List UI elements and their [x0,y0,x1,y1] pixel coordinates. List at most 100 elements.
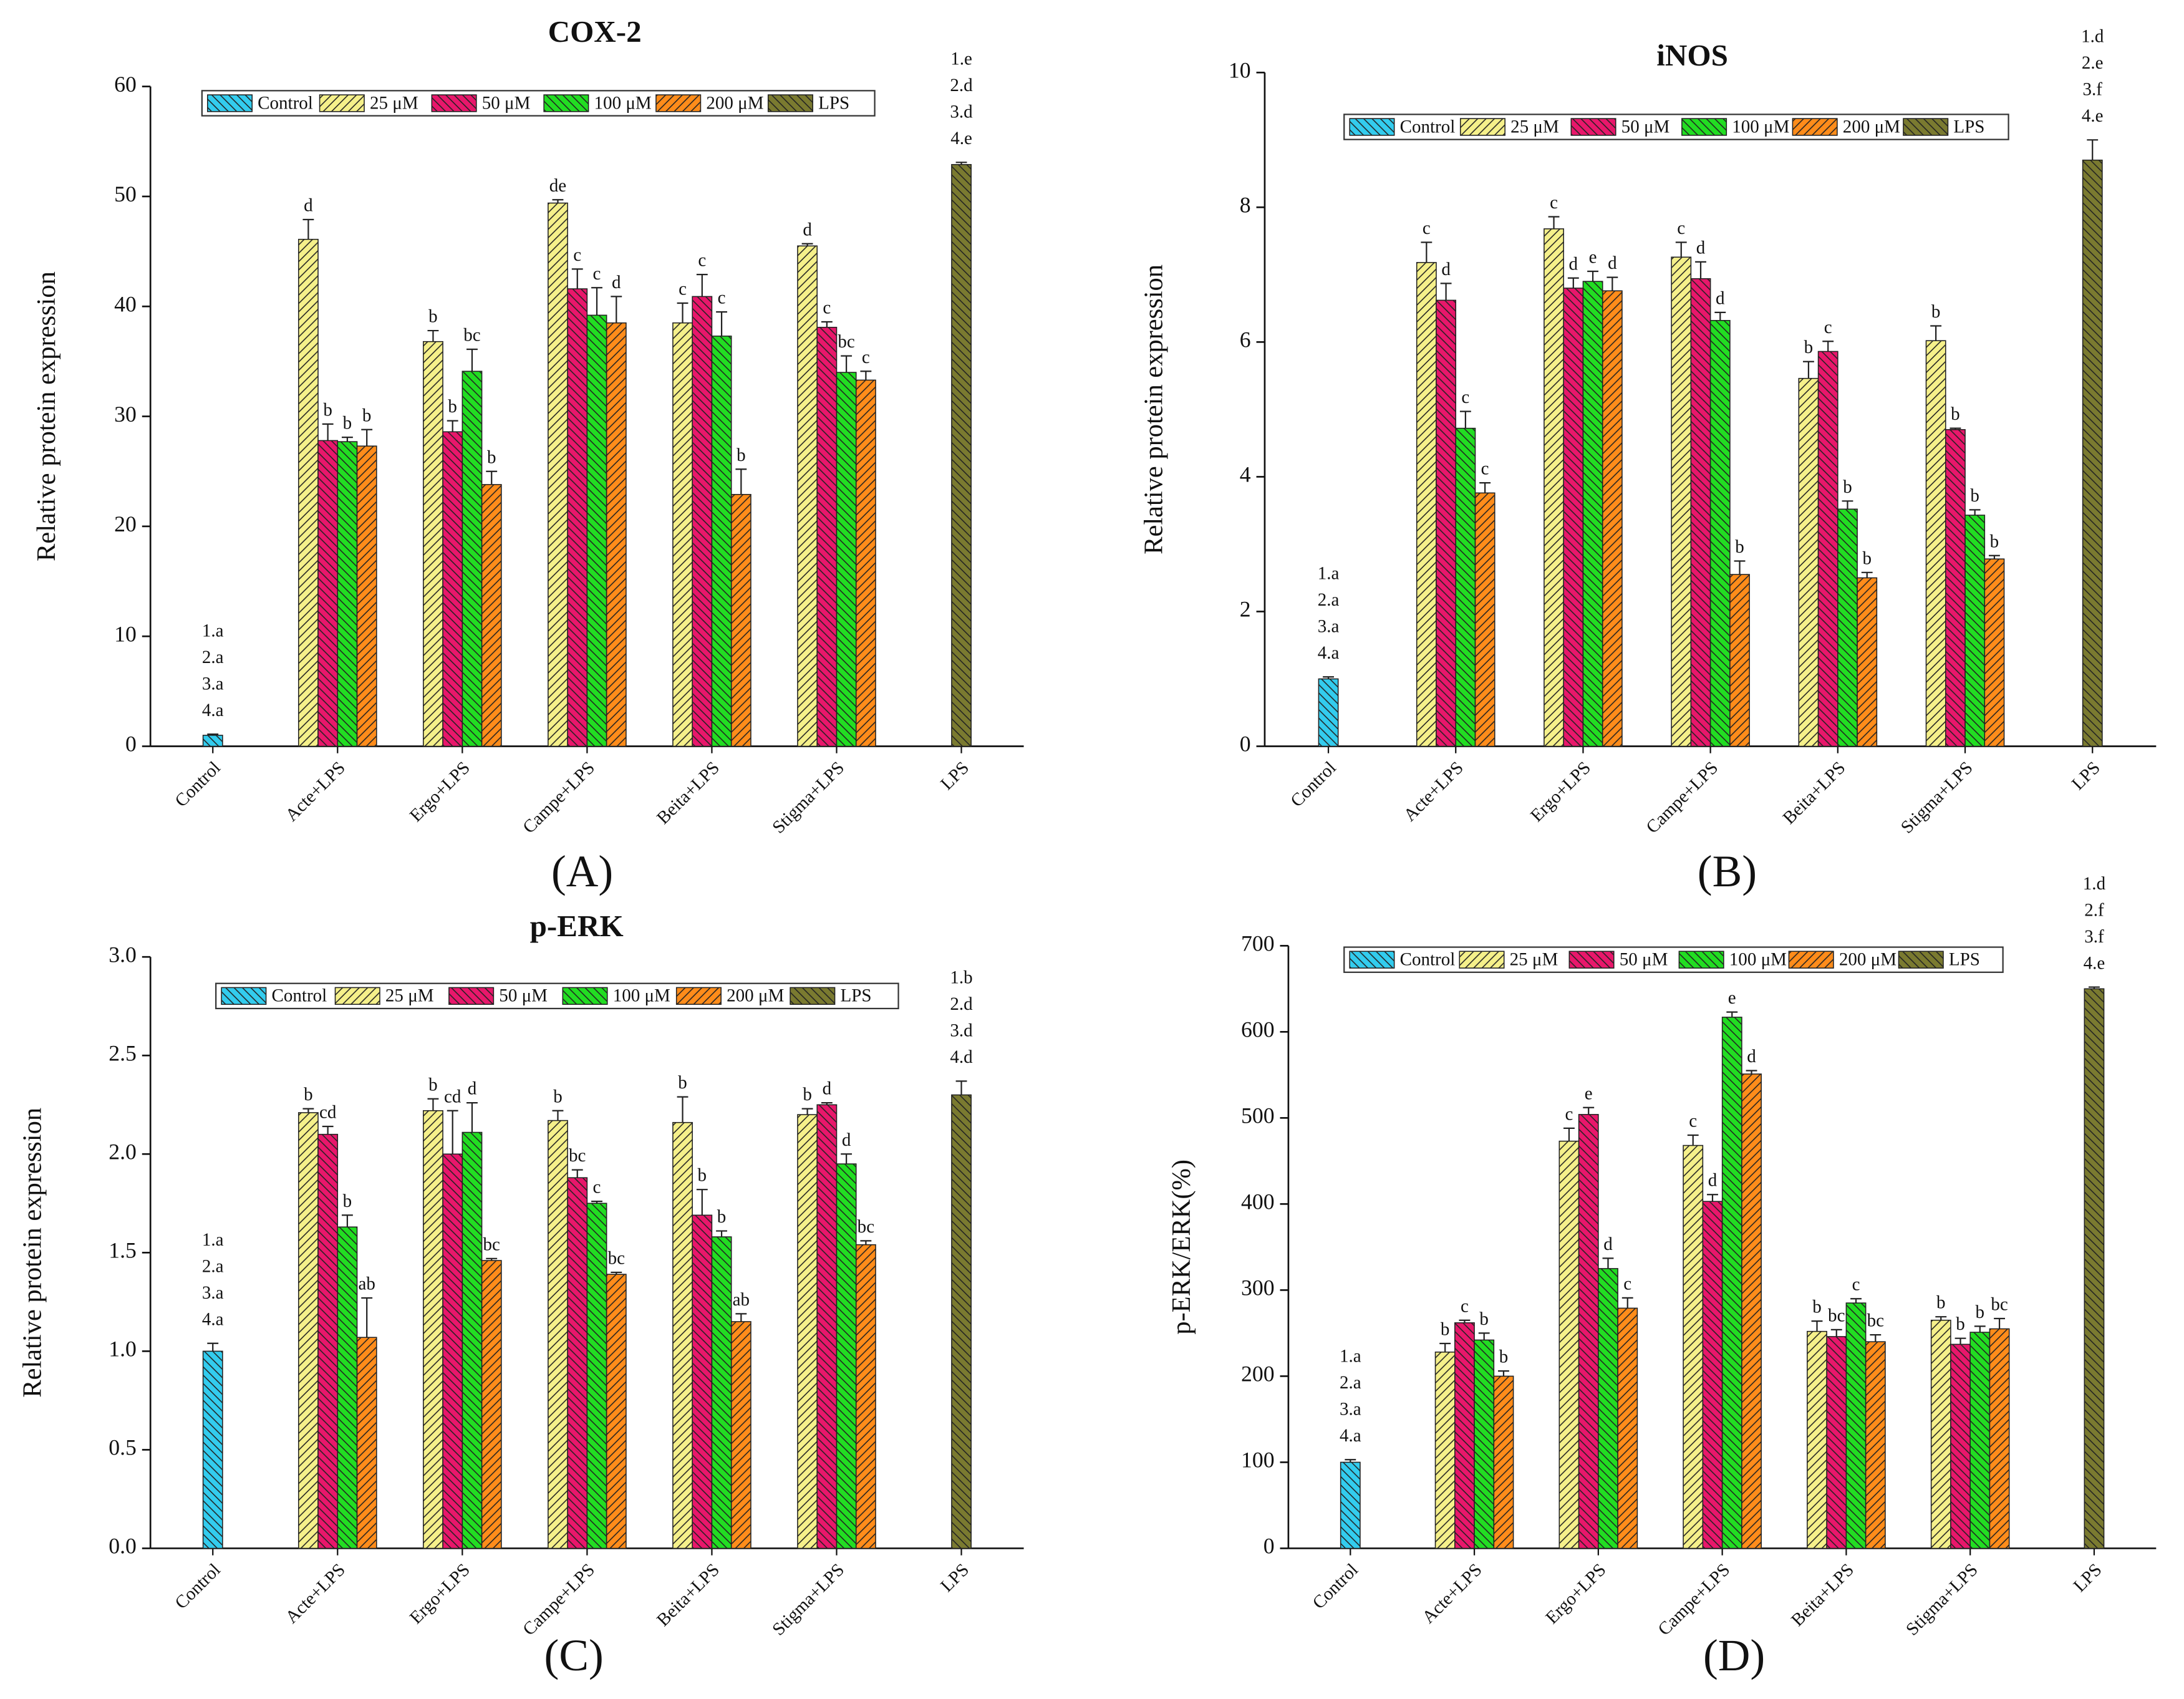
legend-label: 25 μM [1510,950,1558,970]
error-bar [696,1189,708,1216]
panel-label: (B) [1698,847,1757,896]
bar [567,288,588,747]
significance-letter: e [1589,247,1597,267]
significance-letter: d [1708,1171,1718,1191]
significance-letter: 4.a [1318,643,1340,663]
legend-swatch [1459,951,1505,969]
legend-label: 25 μM [370,93,418,113]
error-bar [955,162,967,165]
bar [1798,377,1819,747]
significance-letter: d [803,220,812,240]
bar [797,245,818,747]
legend-label: Control [272,986,327,1006]
bar [1455,427,1476,747]
y-tick-label: 2 [1240,597,1251,622]
error-bar [1621,1297,1633,1309]
y-tick-label: 0.0 [109,1534,137,1559]
y-tick-label: 300 [1241,1275,1275,1300]
error-bar [1707,1194,1718,1202]
significance-letter: bc [858,1217,874,1237]
panel-label: (A) [551,847,613,896]
x-tick-label: Stigma+LPS [1902,1560,1982,1640]
bar [1721,1017,1742,1549]
error-bar [207,1342,219,1352]
significance-letter: 1.b [950,968,972,988]
error-bar [841,355,853,373]
bar [1729,574,1750,747]
significance-letter: b [1479,1309,1489,1329]
error-bar [466,348,478,372]
bar [1416,262,1437,747]
significance-letter: b [1976,1302,1985,1322]
significance-letter: b [1735,537,1744,557]
significance-letter: bc [608,1248,625,1268]
error-bar [821,1101,833,1105]
x-tick-label: Stigma+LPS [1897,758,1977,838]
bar [730,1321,751,1549]
x-tick-label: Beita+LPS [1787,1560,1858,1630]
error-bar [1548,216,1560,229]
bar [423,1110,443,1549]
legend-swatch [675,987,722,1005]
legend-swatch [1898,951,1944,969]
legend-label: Control [1400,950,1456,970]
error-bar [1323,676,1334,679]
significance-letter: 4.e [2084,953,2105,973]
significance-letter: d [1441,259,1451,279]
significance-letter: b [1843,477,1852,497]
legend-swatch [221,987,267,1005]
legend-swatch [1568,951,1615,969]
error-bar [1930,325,1942,341]
significance-letter: d [1716,288,1725,308]
error-bar [571,1169,583,1178]
error-bar [1345,1459,1356,1463]
error-bar [1954,1337,1966,1345]
x-tick-label: Control [171,1560,224,1613]
bar [1837,508,1858,747]
error-bar [841,1153,853,1164]
legend-swatch [1681,118,1727,136]
bar [1598,1268,1618,1549]
bar [1671,256,1692,747]
y-tick-label: 20 [114,511,137,536]
significance-letter: 2.a [202,1257,224,1277]
bar [297,1112,319,1549]
y-tick-label: 10 [1229,57,1251,82]
legend-box [1343,946,2004,973]
x-tick-label: Ergo+LPS [1542,1560,1610,1628]
error-bar [1830,1329,1842,1337]
bar [1709,320,1731,747]
bar [356,1337,377,1549]
significance-letter: 4.a [202,700,224,720]
error-bar [860,370,872,380]
legend-label: 50 μM [499,986,548,1006]
error-bar [1498,1370,1509,1377]
significance-letter: c [1824,317,1832,337]
error-bar [322,1125,334,1135]
bar [567,1177,588,1549]
y-tick-label: 10 [114,621,137,646]
significance-letter: b [1951,404,1960,424]
bar [2084,988,2105,1549]
legend-swatch [543,94,589,112]
significance-letter: d [1569,254,1578,274]
legend-label: LPS [1953,117,1984,137]
bar [1474,1339,1495,1549]
x-tick-label: Campe+LPS [1655,1560,1734,1640]
bar [1945,429,1966,747]
bar [1683,1145,1704,1549]
x-tick-label: Beita+LPS [653,1560,723,1630]
x-tick-label: Campe+LPS [519,758,599,838]
bar [548,202,568,747]
significance-letter: b [428,1075,438,1095]
y-axis-label: Relative protein expression [18,1108,47,1398]
y-tick-label: 400 [1241,1189,1275,1214]
significance-letter: b [1862,548,1872,568]
bar [730,493,751,747]
bar [711,336,732,747]
legend-label: 100 μM [1732,117,1789,137]
bar [481,1260,502,1549]
significance-letter: d [842,1130,851,1150]
bar [606,1274,627,1549]
bar [606,322,627,747]
